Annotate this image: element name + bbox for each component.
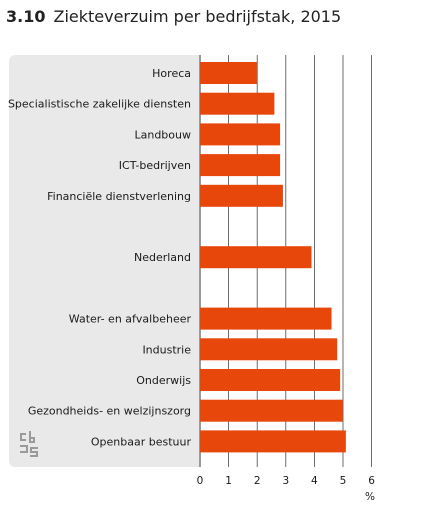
category-label: Openbaar bestuur	[91, 435, 192, 448]
bar	[200, 92, 275, 115]
category-label: Gezondheids- en welzijnszorg	[28, 405, 191, 418]
category-label: Landbouw	[134, 128, 191, 141]
cbs-logo-icon	[20, 431, 38, 457]
bar	[200, 369, 341, 391]
category-label: Horeca	[152, 67, 191, 80]
bar	[200, 307, 332, 330]
category-label-panel	[9, 55, 201, 467]
bar	[200, 430, 346, 453]
category-labels: Horeca Specialistische zakelijke diensten…	[8, 67, 192, 448]
x-tick-label: 4	[311, 475, 318, 487]
x-tick-label: 1	[225, 475, 232, 487]
bar	[200, 154, 281, 177]
x-tick-label: 5	[340, 475, 347, 487]
category-label: ICT-bedrijven	[119, 159, 191, 172]
bar	[200, 246, 312, 269]
chart-number: 3.10	[6, 7, 46, 26]
category-label: Nederland	[134, 251, 191, 264]
x-tick-label: 2	[254, 475, 261, 487]
bar	[200, 338, 338, 361]
bar	[200, 184, 283, 207]
bars	[200, 62, 346, 453]
chart-title-text: Ziekteverzuim per bedrijfstak, 2015	[53, 7, 342, 26]
x-tick-labels: 0 1 2 3 4 5 6	[197, 475, 376, 487]
category-label: Water- en afvalbeheer	[69, 313, 192, 326]
category-label: Industrie	[142, 343, 191, 356]
category-label: Financiële dienstverlening	[47, 190, 191, 203]
x-axis-unit-label: %	[365, 491, 375, 503]
bar	[200, 123, 281, 146]
x-tick-label: 3	[282, 475, 289, 487]
category-label: Specialistische zakelijke diensten	[8, 98, 191, 111]
x-tick-label: 6	[368, 475, 375, 487]
bar	[200, 399, 343, 422]
bar	[200, 62, 258, 84]
x-tick-label: 0	[197, 475, 204, 487]
category-label: Onderwijs	[136, 374, 191, 387]
chart-title: 3.10 Ziekteverzuim per bedrijfstak, 2015	[6, 7, 341, 26]
